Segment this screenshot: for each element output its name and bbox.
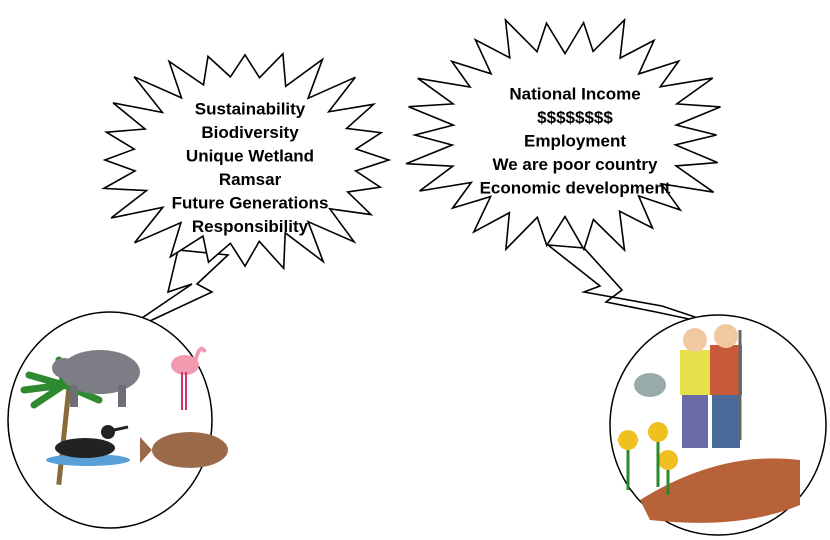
right-bubble-tail [548,245,722,326]
bubble-text-line: Responsibility [192,217,309,236]
bubble-text-line: National Income [509,84,640,103]
bubble-text-line: Employment [524,131,626,150]
bubble-text-line: Future Generations [172,193,329,212]
bubble-text-line: We are poor country [493,155,659,174]
people-circle [610,315,826,535]
bubble-text-line: Biodiversity [201,123,299,142]
diagram: Sustainability Biodiversity Unique Wetland… [0,0,830,540]
bubble-text-line: Unique Wetland [186,146,314,165]
bubble-text-line: Economic development [480,178,671,197]
bubble-text-line: Ramsar [219,170,282,189]
bubble-text-line: $$$$$$$$ [537,108,613,127]
bubble-text-line: Sustainability [195,99,306,118]
nature-circle [8,312,228,528]
